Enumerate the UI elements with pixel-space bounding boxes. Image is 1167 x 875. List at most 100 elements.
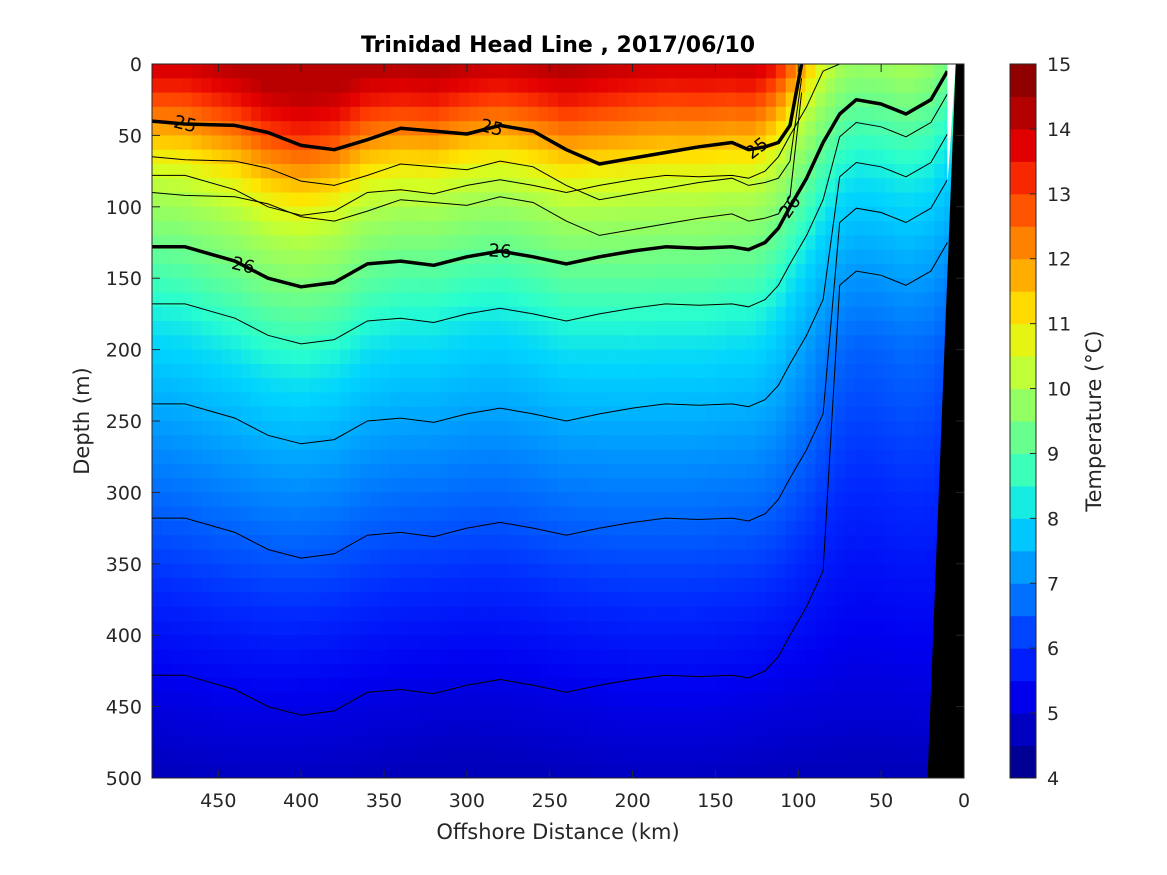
field-cell <box>221 149 232 165</box>
field-cell <box>825 706 836 722</box>
field-cell <box>488 720 500 736</box>
field-cell <box>290 678 302 693</box>
field-cell <box>290 492 302 508</box>
field-cell <box>330 249 341 265</box>
field-cell <box>765 335 777 351</box>
field-cell <box>310 178 321 194</box>
field-cell <box>815 735 826 751</box>
field-cell <box>746 378 757 394</box>
field-cell <box>706 349 718 365</box>
field-cell <box>746 206 757 222</box>
field-cell <box>647 392 658 408</box>
field-cell <box>587 178 599 194</box>
field-cell <box>726 421 737 436</box>
field-cell <box>647 235 658 251</box>
field-cell <box>320 406 331 422</box>
field-cell <box>884 763 896 778</box>
field-cell <box>686 292 698 308</box>
field-cell <box>409 135 420 151</box>
field-cell <box>924 249 935 265</box>
field-cell <box>864 706 876 722</box>
field-cell <box>736 163 747 179</box>
field-cell <box>280 392 292 408</box>
field-cell <box>864 506 876 522</box>
field-cell <box>785 121 797 136</box>
field-cell <box>815 106 826 122</box>
field-cell <box>231 278 242 294</box>
field-cell <box>488 278 500 294</box>
field-cell <box>270 678 282 693</box>
field-cell <box>379 535 391 551</box>
field-cell <box>211 163 222 179</box>
field-cell <box>617 635 628 651</box>
field-cell <box>805 121 817 136</box>
field-cell <box>756 363 767 379</box>
field-cell <box>795 121 807 136</box>
field-cell <box>548 735 559 751</box>
field-cell <box>458 578 470 593</box>
field-cell <box>251 663 262 679</box>
field-cell <box>884 235 896 251</box>
field-cell <box>864 735 876 751</box>
field-cell <box>884 135 896 151</box>
field-cell <box>498 692 510 708</box>
field-cell <box>736 492 747 508</box>
field-cell <box>944 206 955 222</box>
field-cell <box>449 206 460 222</box>
field-cell <box>478 78 490 94</box>
field-cell <box>914 278 925 294</box>
field-cell <box>231 321 242 336</box>
field-cell <box>350 392 361 408</box>
field-cell <box>221 321 232 336</box>
field-cell <box>795 592 807 608</box>
field-cell <box>171 378 183 394</box>
field-cell <box>508 149 519 165</box>
field-cell <box>835 592 846 608</box>
field-cell <box>260 620 272 636</box>
field-cell <box>736 520 747 536</box>
field-cell <box>676 321 688 336</box>
field-cell <box>181 478 193 493</box>
field-cell <box>558 335 569 351</box>
field-cell <box>508 649 519 665</box>
field-cell <box>874 406 886 422</box>
field-cell <box>221 378 232 394</box>
field-cell <box>686 592 698 608</box>
field-cell <box>300 335 312 351</box>
field-cell <box>904 363 916 379</box>
field-cell <box>835 549 846 565</box>
field-cell <box>231 620 242 636</box>
field-cell <box>280 535 292 551</box>
field-cell <box>251 378 262 394</box>
field-cell <box>637 235 648 251</box>
field-cell <box>528 592 539 608</box>
field-cell <box>152 592 163 608</box>
field-cell <box>270 363 282 379</box>
field-cell <box>736 178 747 194</box>
field-cell <box>558 492 569 508</box>
field-cell <box>439 720 450 736</box>
field-cell <box>627 635 638 651</box>
field-cell <box>409 749 420 765</box>
field-cell <box>726 663 737 679</box>
field-cell <box>746 149 757 165</box>
field-cell <box>320 149 331 165</box>
field-cell <box>835 363 846 379</box>
field-cell <box>736 692 747 708</box>
field-cell <box>676 306 688 322</box>
field-cell <box>657 735 668 751</box>
field-cell <box>894 249 906 265</box>
field-cell <box>795 449 807 465</box>
field-cell <box>191 406 203 422</box>
field-cell <box>449 435 460 451</box>
field-cell <box>726 106 737 122</box>
colorbar-band <box>1010 323 1036 357</box>
field-cell <box>449 263 460 279</box>
field-cell <box>607 349 619 365</box>
field-cell <box>597 235 609 251</box>
field-cell <box>567 649 579 665</box>
field-cell <box>181 363 193 379</box>
field-cell <box>914 163 925 179</box>
field-cell <box>478 406 490 422</box>
field-cell <box>211 192 222 208</box>
